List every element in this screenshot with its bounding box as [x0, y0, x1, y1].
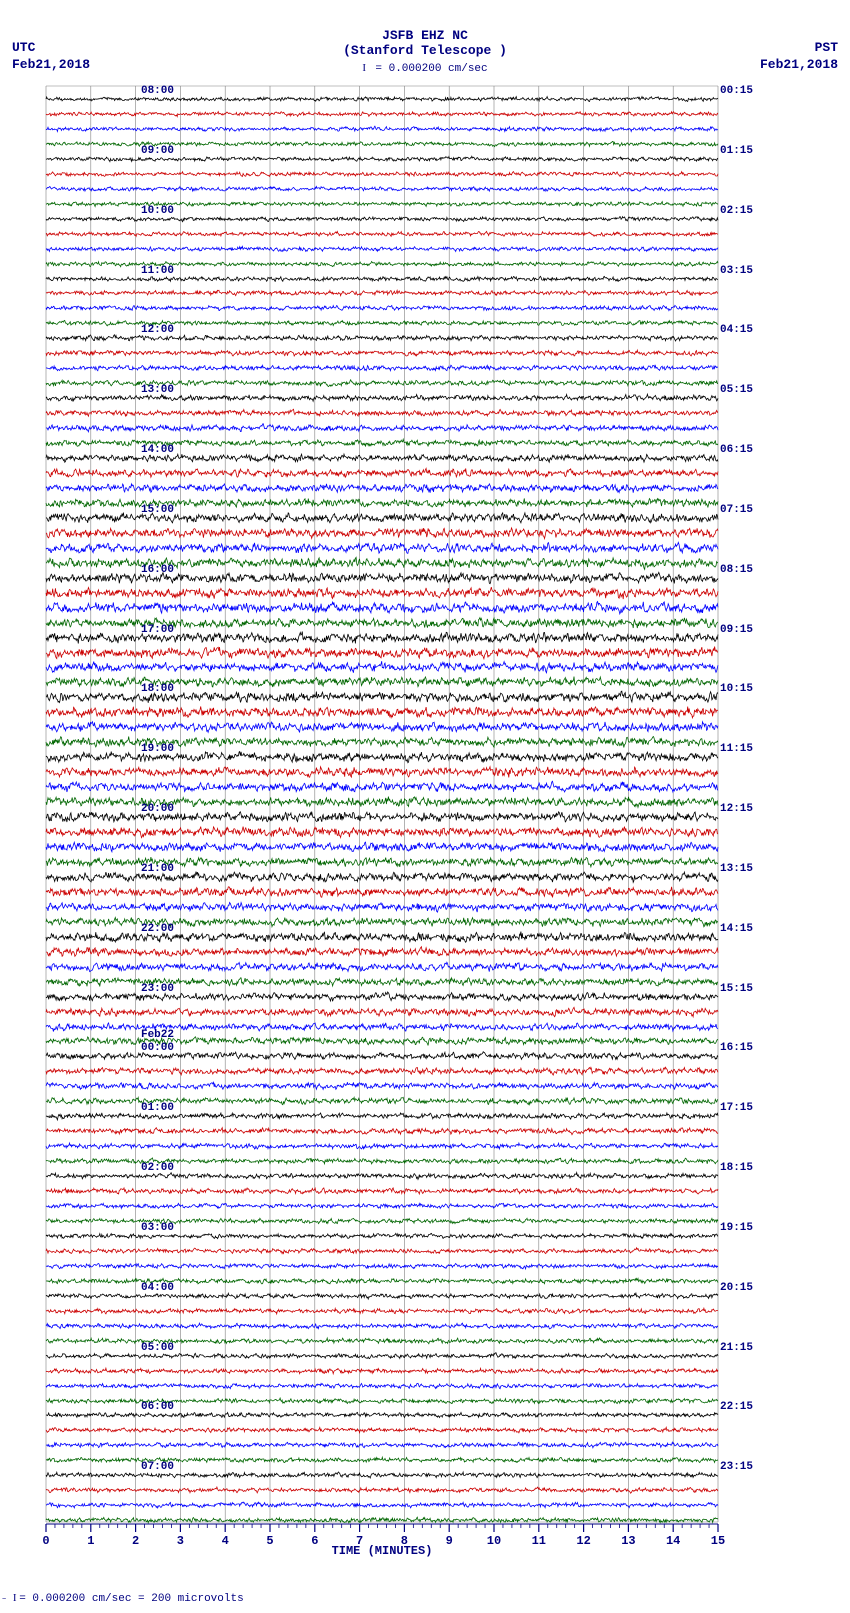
pst-time-label: 21:15 [720, 1342, 753, 1354]
utc-time-label: 03:00 [141, 1222, 174, 1234]
utc-time-label: 00:00 [141, 1042, 174, 1054]
pst-time-label: 00:15 [720, 85, 753, 97]
tz-right-label: PST [815, 40, 838, 55]
utc-time-label: 06:00 [141, 1401, 174, 1413]
utc-time-label: 16:00 [141, 564, 174, 576]
pst-time-label: 15:15 [720, 983, 753, 995]
utc-time-label: 21:00 [141, 863, 174, 875]
utc-day-break-label: Feb22 [141, 1029, 174, 1041]
pst-time-label: 17:15 [720, 1102, 753, 1114]
pst-time-label: 09:15 [720, 624, 753, 636]
scale-bar-icon: I [362, 62, 368, 74]
pst-time-label: 04:15 [720, 324, 753, 336]
pst-time-label: 12:15 [720, 803, 753, 815]
pst-time-label: 08:15 [720, 564, 753, 576]
pst-time-label: 14:15 [720, 923, 753, 935]
pst-time-label: 23:15 [720, 1461, 753, 1473]
utc-time-label: 17:00 [141, 624, 174, 636]
utc-time-label: 13:00 [141, 384, 174, 396]
pst-time-label: 20:15 [720, 1282, 753, 1294]
pst-time-label: 03:15 [720, 265, 753, 277]
pst-time-label: 22:15 [720, 1401, 753, 1413]
timezone-right: PST Feb21,2018 [760, 40, 838, 72]
utc-time-label: 22:00 [141, 923, 174, 935]
pst-time-label: 05:15 [720, 384, 753, 396]
utc-time-label: 01:00 [141, 1102, 174, 1114]
x-axis-label: TIME (MINUTES) [46, 1544, 718, 1558]
utc-time-label: 19:00 [141, 743, 174, 755]
utc-time-label: 11:00 [141, 265, 174, 277]
pst-time-label: 13:15 [720, 863, 753, 875]
pst-time-label: 10:15 [720, 683, 753, 695]
footer-text: = 0.000200 cm/sec = 200 microvolts [19, 1593, 243, 1605]
utc-time-label: 02:00 [141, 1162, 174, 1174]
x-axis: 0123456789101112131415 TIME (MINUTES) [46, 1524, 718, 1564]
utc-time-label: 12:00 [141, 324, 174, 336]
pst-time-label: 07:15 [720, 504, 753, 516]
utc-time-label: 18:00 [141, 683, 174, 695]
pst-time-label: 16:15 [720, 1042, 753, 1054]
pst-time-label: 02:15 [720, 205, 753, 217]
utc-time-label: 08:00 [141, 85, 174, 97]
scale-legend: I = 0.000200 cm/sec [0, 62, 850, 75]
tz-left-date: Feb21,2018 [12, 57, 90, 72]
tz-right-date: Feb21,2018 [760, 57, 838, 72]
pst-time-label: 06:15 [720, 444, 753, 456]
tz-left-label: UTC [12, 40, 35, 55]
pst-time-label: 19:15 [720, 1222, 753, 1234]
utc-time-label: 23:00 [141, 983, 174, 995]
utc-time-label: 15:00 [141, 504, 174, 516]
pst-time-label: 11:15 [720, 743, 753, 755]
timezone-left: UTC Feb21,2018 [12, 40, 90, 72]
footer-scale: ~ I = 0.000200 cm/sec = 200 microvolts [2, 1592, 244, 1605]
utc-time-label: 05:00 [141, 1342, 174, 1354]
utc-time-label: 14:00 [141, 444, 174, 456]
utc-time-label: 07:00 [141, 1461, 174, 1473]
utc-time-label: 20:00 [141, 803, 174, 815]
pst-time-label: 18:15 [720, 1162, 753, 1174]
scale-legend-text: = 0.000200 cm/sec [375, 63, 487, 75]
title-line-2: (Stanford Telescope ) [0, 43, 850, 58]
utc-time-label: 09:00 [141, 145, 174, 157]
utc-time-label: 04:00 [141, 1282, 174, 1294]
pst-time-label: 01:15 [720, 145, 753, 157]
utc-time-label: 10:00 [141, 205, 174, 217]
scale-bar-icon: ~ [2, 1596, 6, 1604]
title-line-1: JSFB EHZ NC [0, 28, 850, 43]
chart-title: JSFB EHZ NC (Stanford Telescope ) [0, 28, 850, 58]
